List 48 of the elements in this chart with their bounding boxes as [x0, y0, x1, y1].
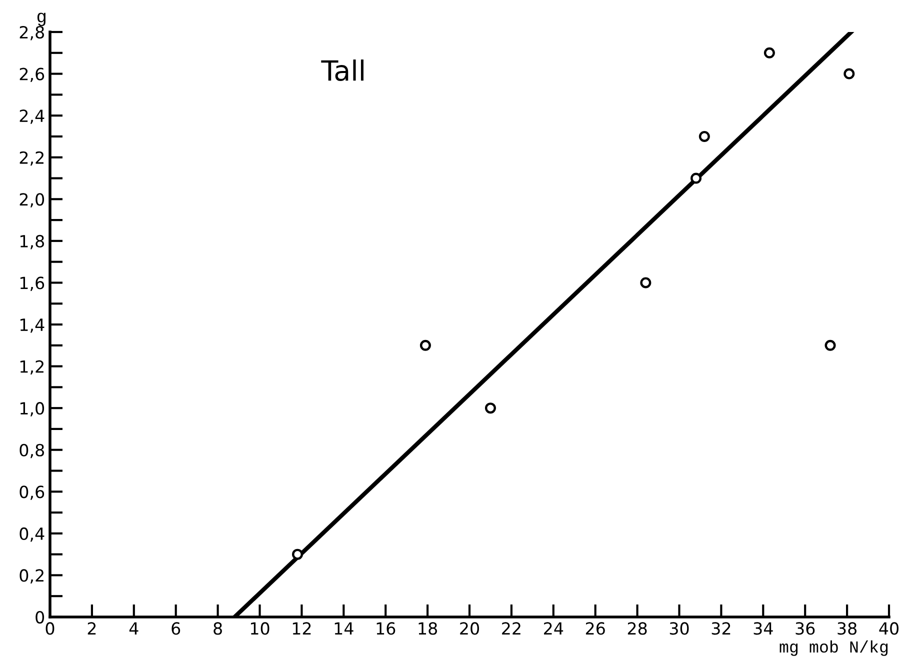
point: [292, 548, 304, 560]
x-tick-label: 6: [172, 622, 180, 635]
y-tick-label: 0,2: [20, 569, 44, 584]
x-tick-label: 34: [754, 622, 773, 635]
text: Tall: [321, 60, 364, 82]
y-tick-label: 2,6: [20, 68, 44, 82]
x-tick-label: 4: [129, 622, 138, 635]
x-tick-label: 18: [418, 622, 438, 635]
x-tick-label: 2: [88, 622, 96, 635]
x-tick-label: 16: [376, 622, 396, 635]
x-tick-label: 40: [879, 622, 898, 635]
point: [698, 130, 710, 142]
y-tick-label: 1,8: [20, 234, 44, 250]
x-tick-label: 0: [46, 622, 54, 635]
x-axis-title: mg mob N/kg: [780, 640, 888, 656]
y-tick-label: 1,6: [20, 276, 44, 291]
point: [484, 402, 496, 414]
y-tick-label: 2,4: [20, 110, 44, 124]
y-tick-label: 2,0: [20, 193, 44, 208]
point: [420, 340, 431, 351]
x-tick-label: 22: [502, 622, 520, 635]
x-tick-label: 20: [460, 622, 479, 635]
point: [844, 68, 855, 80]
x-tick-label: 24: [544, 622, 564, 635]
x-tick-label: 30: [670, 622, 689, 635]
x-tick-label: 12: [292, 622, 311, 635]
y-tick-label: 0,8: [20, 444, 44, 458]
x-tick-label: 28: [628, 622, 647, 635]
x-tick-label: 26: [586, 622, 605, 635]
x-tick-label: 14: [334, 622, 354, 635]
x-tick-label: 10: [250, 622, 270, 635]
y-tick-label: 0: [36, 610, 44, 624]
x-tick-label: 38: [838, 622, 857, 635]
y-tick-label: 1,0: [20, 402, 44, 416]
x-tick-label: 32: [712, 622, 730, 635]
y-tick-label: 2,2: [20, 151, 44, 166]
y-tick-label: 1,2: [20, 360, 44, 375]
x-tick-label: 8: [214, 622, 222, 635]
point: [640, 277, 652, 288]
y-axis-title: g: [37, 12, 46, 26]
y-tick-label: 1,4: [20, 318, 44, 333]
x-tick-label: 36: [796, 622, 815, 635]
point: [690, 172, 702, 184]
point: [764, 47, 775, 58]
y-tick-label: 2,8: [20, 26, 44, 40]
point: [824, 340, 836, 351]
y-tick-label: 0,4: [20, 527, 44, 542]
y-tick-label: 0,6: [20, 486, 44, 500]
